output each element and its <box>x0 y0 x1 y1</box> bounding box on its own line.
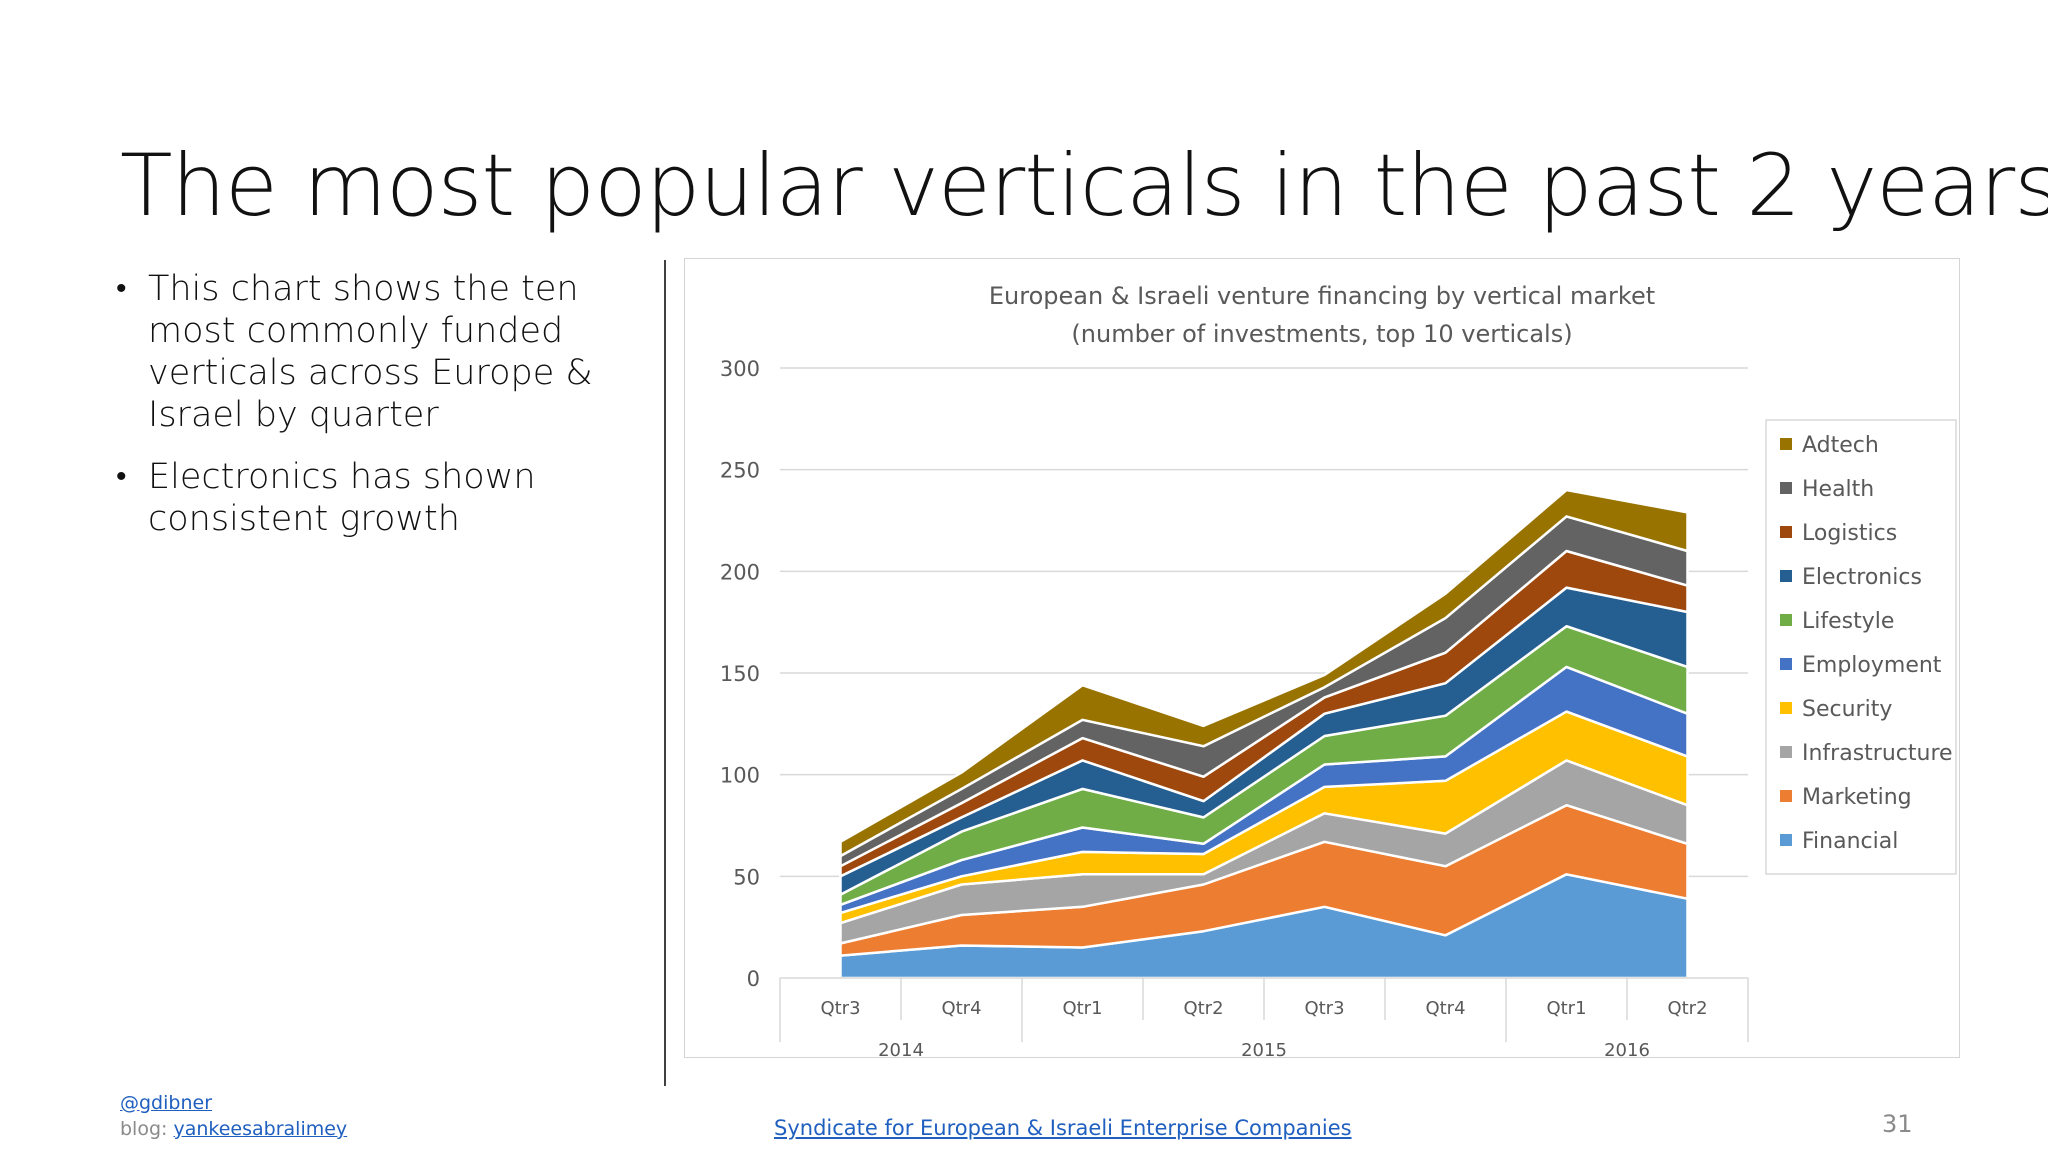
page-number: 31 <box>1882 1110 1913 1138</box>
y-tick-label: 250 <box>720 459 760 483</box>
bullet-item: • Electronics has shown consistent growt… <box>112 456 662 540</box>
legend-label: Financial <box>1802 829 1898 854</box>
footer-blog: blog: yankeesabralimey <box>120 1118 347 1140</box>
legend-label: Employment <box>1802 653 1942 678</box>
y-tick-label: 100 <box>720 764 760 788</box>
bullet-dot: • <box>116 271 127 306</box>
x-group-label: 2016 <box>1604 1040 1650 1058</box>
x-tick-label: Qtr2 <box>1667 998 1707 1019</box>
vertical-divider <box>664 260 666 1086</box>
footer-handle-link[interactable]: @gdibner <box>120 1092 213 1114</box>
legend-swatch <box>1780 790 1792 802</box>
x-tick-label: Qtr4 <box>941 998 981 1019</box>
stacked-area-chart: European & Israeli venture financing by … <box>720 282 1957 1058</box>
x-group-label: 2015 <box>1241 1040 1287 1058</box>
bullet-dot: • <box>116 459 127 494</box>
y-tick-label: 200 <box>720 560 760 584</box>
legend-label: Electronics <box>1802 565 1922 590</box>
x-tick-label: Qtr1 <box>1546 998 1586 1019</box>
legend-swatch <box>1780 702 1792 714</box>
bullet-text: This chart shows the ten most commonly f… <box>148 269 593 435</box>
footer-center-link[interactable]: Syndicate for European & Israeli Enterpr… <box>774 1116 1352 1140</box>
legend-label: Security <box>1802 697 1892 722</box>
legend-swatch <box>1780 614 1792 626</box>
y-tick-label: 50 <box>733 865 760 889</box>
legend-box <box>1765 419 1957 875</box>
footer-blog-label: blog: <box>120 1118 168 1140</box>
y-tick-label: 0 <box>747 967 760 991</box>
bullet-item: • This chart shows the ten most commonly… <box>112 268 662 436</box>
legend-swatch <box>1780 482 1792 494</box>
legend-label: Health <box>1802 477 1874 502</box>
x-tick-label: Qtr4 <box>1425 998 1465 1019</box>
legend-swatch <box>1780 438 1792 450</box>
area-series-adtech <box>839 488 1689 858</box>
chart-title-line: (number of investments, top 10 verticals… <box>1071 320 1572 348</box>
legend-label: Marketing <box>1802 785 1912 810</box>
x-tick-label: Qtr3 <box>820 998 860 1019</box>
footer-blog-link[interactable]: yankeesabralimey <box>173 1118 348 1140</box>
x-tick-label: Qtr1 <box>1062 998 1102 1019</box>
y-tick-label: 300 <box>720 357 760 381</box>
bullet-list: • This chart shows the ten most commonly… <box>112 268 662 560</box>
legend-swatch <box>1780 834 1792 846</box>
legend-swatch <box>1780 526 1792 538</box>
legend-swatch <box>1780 570 1792 582</box>
legend-swatch <box>1780 746 1792 758</box>
chart-title-line: European & Israeli venture financing by … <box>989 282 1655 310</box>
legend-swatch <box>1780 658 1792 670</box>
y-tick-label: 150 <box>720 662 760 686</box>
legend-label: Infrastructure <box>1802 741 1953 766</box>
legend-label: Adtech <box>1802 433 1879 458</box>
x-tick-label: Qtr3 <box>1304 998 1344 1019</box>
x-tick-label: Qtr2 <box>1183 998 1223 1019</box>
bullet-text: Electronics has shown consistent growth <box>148 457 536 539</box>
legend-label: Lifestyle <box>1802 609 1894 634</box>
slide-title: The most popular verticals in the past 2… <box>120 136 2048 236</box>
x-group-label: 2014 <box>878 1040 924 1058</box>
legend-label: Logistics <box>1802 521 1897 546</box>
